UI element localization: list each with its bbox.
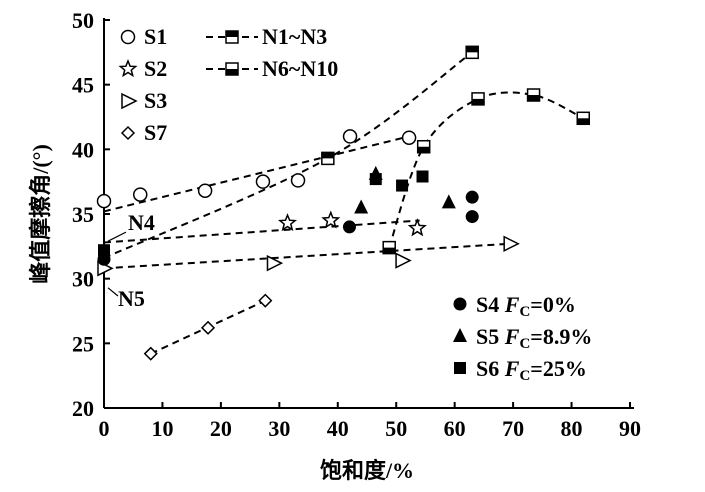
x-tick-label: 80: [561, 416, 583, 441]
point-s1: [197, 183, 213, 198]
point-n6-n10: [382, 240, 396, 255]
x-tick-label: 30: [268, 416, 290, 441]
x-tick-label: 10: [151, 416, 173, 441]
point-n1-n3: [465, 45, 479, 60]
legend-label-s7: S7: [144, 120, 167, 145]
x-tick-label: 0: [99, 416, 110, 441]
point-s7: [258, 293, 273, 308]
point-s6: [396, 179, 409, 192]
fc-symbol: F: [504, 356, 520, 381]
legend-label-n6-n10: N6~N10: [262, 56, 338, 81]
fc-value: =0%: [530, 292, 576, 317]
x-tick-label: 50: [385, 416, 407, 441]
point-n6-n10: [526, 88, 541, 102]
fit-line-s2: [103, 219, 420, 244]
point-s1: [96, 193, 112, 209]
y-tick-label: 25: [72, 331, 94, 356]
y-tick-label: 20: [72, 396, 94, 421]
legend-label-s3: S3: [144, 88, 167, 113]
point-s4: [465, 190, 479, 204]
series-name: S4: [476, 292, 505, 317]
x-tick-label: 90: [619, 416, 641, 441]
point-s3: [266, 254, 284, 272]
point-s7: [200, 320, 216, 335]
marker-fill: [417, 146, 430, 153]
legend-label-s4: S4 FC=0%: [476, 292, 576, 320]
point-s6: [98, 244, 110, 257]
marker-fill: [472, 98, 485, 105]
y-axis-label: 峰值摩擦角/(°): [28, 144, 53, 284]
marker-fill: [577, 118, 590, 125]
point-s1: [342, 129, 358, 144]
point-s1: [401, 130, 417, 145]
point-n6-n10: [416, 139, 431, 154]
series-name: S6: [476, 356, 505, 381]
legend-marker-n6-n10: [225, 62, 239, 76]
legend-marker-s2: [118, 58, 138, 78]
legend-marker-n1-n3: [225, 30, 239, 44]
point-s6: [416, 170, 429, 183]
legend-marker-s4: [453, 297, 467, 311]
marker-fill: [226, 31, 238, 37]
fc-subscript: C: [519, 336, 530, 352]
legend-marker-s1: [120, 29, 136, 45]
fc-value: =8.9%: [530, 324, 592, 349]
fc-subscript: C: [519, 304, 530, 320]
annotation-n4: N4: [128, 210, 155, 235]
x-axis-label: 饱和度/%: [320, 458, 414, 483]
point-s3: [503, 235, 520, 252]
marker-fill: [226, 69, 238, 75]
legend-label-n1-n3: N1~N3: [262, 24, 327, 49]
fit-line-s1: [103, 135, 410, 213]
point-s3: [395, 252, 412, 269]
point-s6: [369, 173, 382, 186]
legend-marker-s3: [121, 92, 138, 110]
marker-fill: [527, 95, 540, 102]
fc-symbol: F: [504, 324, 520, 349]
y-tick-label: 35: [72, 202, 94, 227]
marker-fill: [321, 152, 334, 159]
point-s7: [143, 346, 158, 361]
x-tick-label: 40: [327, 416, 349, 441]
n4-leader: [107, 231, 127, 242]
x-tick-label: 60: [444, 416, 466, 441]
point-s2: [277, 213, 298, 232]
point-n1-n3: [321, 151, 335, 166]
legend-marker-s6: [454, 362, 466, 374]
legend-label-s2: S2: [144, 56, 167, 81]
legend-label-s1: S1: [144, 24, 167, 49]
point-s2: [407, 218, 427, 237]
point-s1: [132, 187, 148, 202]
fc-symbol: F: [504, 292, 520, 317]
point-s5: [441, 194, 456, 209]
x-tick-label: 20: [210, 416, 232, 441]
y-tick-label: 40: [72, 137, 94, 162]
annotation-n5: N5: [118, 286, 145, 311]
fit-line-s3: [103, 242, 511, 270]
series-name: S5: [476, 324, 505, 349]
x-tick-label: 70: [502, 416, 524, 441]
point-s2: [321, 210, 341, 229]
point-s1: [290, 173, 306, 188]
legend-marker-s7: [120, 125, 136, 141]
y-tick-label: 50: [72, 8, 94, 33]
point-n6-n10: [471, 92, 485, 106]
point-n6-n10: [576, 111, 590, 126]
legend-label-s6: S6 FC=25%: [476, 356, 587, 384]
fc-subscript: C: [519, 368, 530, 384]
fc-value: =25%: [530, 356, 587, 381]
marker-fill: [466, 46, 479, 53]
legend-label-s5: S5 FC=8.9%: [476, 324, 592, 352]
y-tick-label: 45: [72, 73, 94, 98]
point-s4: [342, 220, 356, 234]
marker-fill: [383, 247, 396, 254]
n5-leader: [107, 287, 119, 297]
point-s4: [465, 210, 479, 224]
y-tick-label: 30: [72, 267, 94, 292]
point-s5: [354, 199, 369, 214]
legend-marker-s5: [453, 328, 467, 342]
point-s1: [255, 174, 271, 189]
